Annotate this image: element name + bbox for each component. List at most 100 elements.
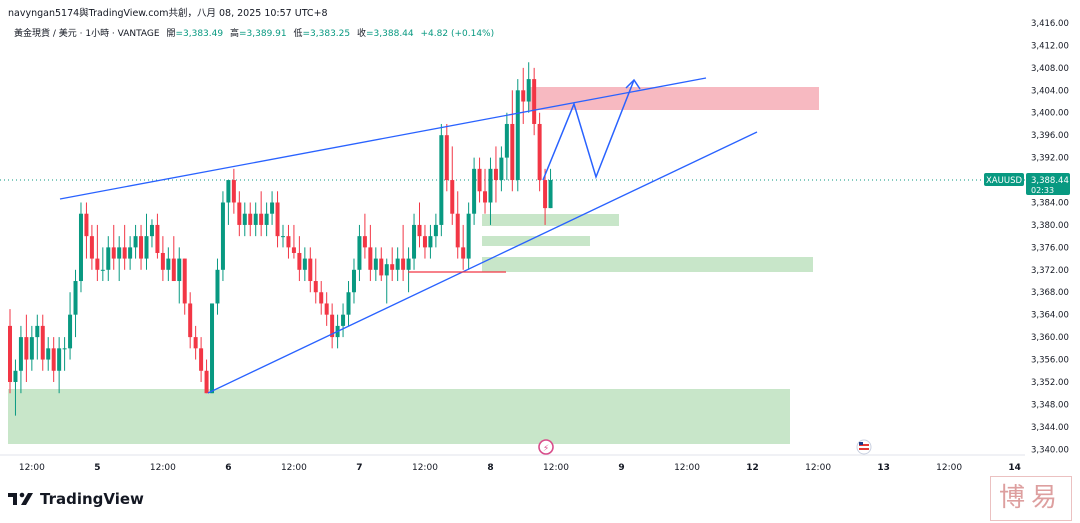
- symbol-tag-bg: [984, 173, 1024, 186]
- symbol-line: 黃金現貨 / 美元 · 1小時 · VANTAGE: [14, 29, 160, 39]
- high-value: =3,389.91: [238, 29, 287, 39]
- candle-body: [450, 180, 455, 214]
- tradingview-brand: TradingView: [40, 490, 144, 508]
- flash-event-glyph: ⚡: [543, 444, 549, 454]
- time-tick-label: 6: [225, 463, 231, 473]
- candle-body: [188, 303, 193, 338]
- candle-body: [95, 258, 100, 270]
- candle-body: [29, 337, 34, 360]
- candle-body: [362, 236, 367, 248]
- candle-body: [319, 292, 324, 304]
- tradingview-logo-icon: [8, 492, 33, 505]
- candle-body: [313, 281, 318, 293]
- publish-line: navyngan5174與TradingView.com共創，八月 08, 20…: [8, 8, 328, 19]
- candle-body: [286, 236, 291, 248]
- candle-body: [199, 348, 204, 371]
- candle-body: [144, 236, 149, 259]
- candle-body: [532, 79, 537, 124]
- price-tick-label: 3,400.00: [1031, 109, 1069, 119]
- candle-body: [504, 123, 509, 158]
- candle-body: [357, 236, 362, 270]
- candle-body: [477, 168, 482, 192]
- candle-body: [133, 236, 138, 248]
- candle-body: [466, 213, 471, 259]
- support-zone-1: [482, 214, 619, 226]
- time-tick-label: 12:00: [674, 463, 700, 473]
- candle-body: [248, 213, 253, 225]
- candle-body: [68, 314, 73, 349]
- candle-body: [226, 180, 231, 203]
- candle-body: [182, 258, 187, 304]
- candle-body: [220, 202, 225, 270]
- time-tick-label: 12:00: [150, 463, 176, 473]
- candle-body: [73, 281, 78, 315]
- candle-body: [259, 213, 264, 225]
- candle-body: [324, 303, 329, 315]
- candle-body: [57, 348, 62, 371]
- flash-event-icon[interactable]: [538, 439, 554, 455]
- candle-body: [264, 213, 269, 225]
- low-label: 低: [293, 29, 303, 39]
- time-tick-label: 12: [746, 463, 759, 473]
- candle-body: [106, 247, 111, 270]
- open-label: 開: [166, 29, 176, 39]
- event-markers: ⚡: [538, 439, 872, 455]
- candle-body: [237, 202, 242, 225]
- time-tick-label: 9: [618, 463, 624, 473]
- upper-trendline[interactable]: [59, 77, 707, 200]
- candle-body: [341, 314, 346, 326]
- projected-path[interactable]: [542, 79, 635, 181]
- candle-body: [461, 247, 466, 259]
- candle-body: [166, 258, 171, 270]
- candle-body: [51, 348, 56, 371]
- candle-body: [253, 213, 258, 225]
- candle-body: [117, 247, 122, 259]
- candle-body: [160, 252, 165, 270]
- candle-body: [210, 303, 215, 394]
- candle-body: [308, 258, 313, 282]
- time-tick-label: 7: [356, 463, 362, 473]
- price-tick-label: 3,372.00: [1031, 266, 1069, 276]
- candle-body: [275, 202, 280, 237]
- time-tick-label: 8: [487, 463, 493, 473]
- candle-body: [149, 224, 154, 237]
- candle-body: [510, 123, 515, 181]
- price-tick-label: 3,376.00: [1031, 243, 1069, 253]
- high-label: 高: [229, 29, 239, 39]
- watermark-stamp: 博易: [990, 476, 1072, 521]
- us-flag-canton: [859, 442, 863, 445]
- tradingview-logo[interactable]: TradingView: [8, 490, 144, 508]
- candle-body: [281, 236, 285, 238]
- time-axis[interactable]: 12:00 5 12:00 6 12:00 7 12:00 8 12:00 9 12:00 12 12:…: [19, 463, 1021, 473]
- zone-layer: [8, 87, 819, 444]
- publish-header: navyngan5174與TradingView.com共創，八月 08, 20…: [0, 0, 1080, 20]
- price-tick-label: 3,396.00: [1031, 131, 1069, 141]
- close-label: 收: [357, 29, 367, 39]
- candle-body: [526, 79, 531, 102]
- price-tick-label: 3,360.00: [1031, 333, 1069, 343]
- candle-body: [412, 224, 417, 259]
- candle-body: [24, 337, 29, 360]
- candle-body: [193, 337, 198, 349]
- candle-body: [100, 269, 105, 271]
- lower-trendline[interactable]: [207, 131, 758, 394]
- candle-body: [395, 258, 400, 270]
- candle-body: [406, 258, 411, 270]
- candle-body: [379, 258, 384, 276]
- support-zone-2: [482, 236, 590, 246]
- time-tick-label: 12:00: [543, 463, 569, 473]
- candle-body: [493, 168, 498, 181]
- candle-body: [422, 236, 427, 248]
- symbol-tag-text: XAUUSD: [986, 176, 1022, 186]
- support-zone-3: [482, 257, 813, 272]
- candle-body: [122, 247, 127, 259]
- candle-body: [390, 264, 395, 270]
- price-axis[interactable]: 3,416.00 3,412.00 3,408.00 3,404.00 3,400.00…: [1031, 19, 1069, 455]
- demand-zone: [8, 389, 790, 444]
- price-tick-label: 3,368.00: [1031, 288, 1069, 298]
- candle-body: [428, 236, 433, 248]
- candle-body: [373, 258, 378, 270]
- candle-body: [548, 180, 553, 209]
- price-tick-label: 3,412.00: [1031, 41, 1069, 51]
